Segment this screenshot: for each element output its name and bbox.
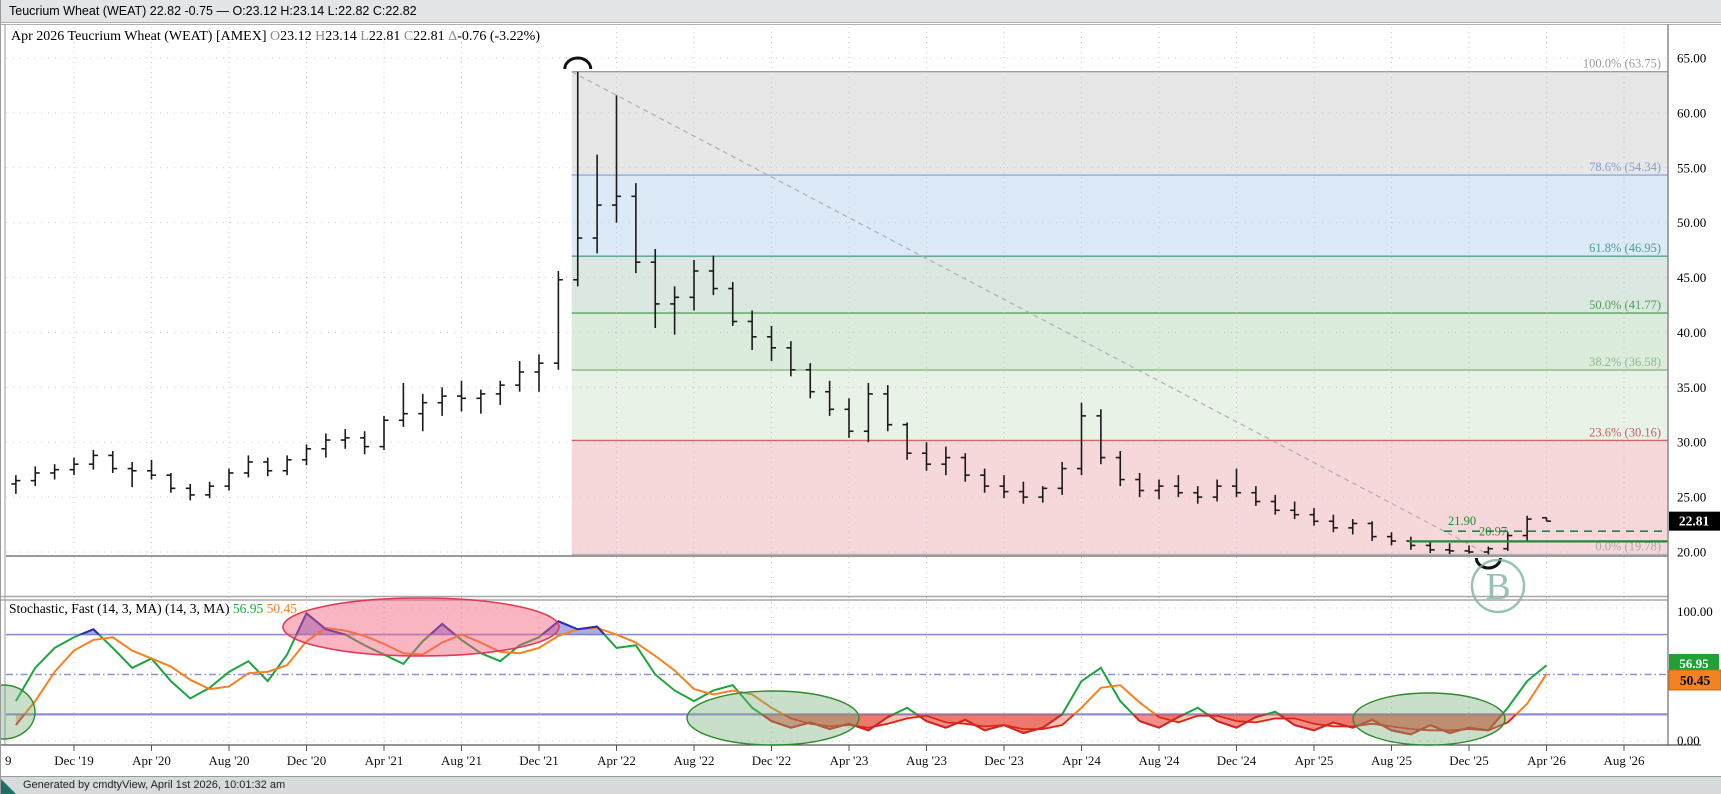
annotation-ellipse-green-left[interactable] <box>1 684 36 740</box>
main-chart-header: Apr 2026 Teucrium Wheat (WEAT) [AMEX] O2… <box>11 29 540 45</box>
date-label: Dec '23 <box>984 753 1024 768</box>
fib-band-78.6 <box>571 175 1668 257</box>
date-axis: 9 Dec '19 Apr '20 Aug '20 Dec '20 Apr '21 Aug … <box>5 745 1645 768</box>
price-axis-label: 35.00 <box>1677 380 1706 395</box>
header-text-part: L <box>360 29 369 44</box>
date-label: Apr '24 <box>1062 753 1101 768</box>
date-label: 9 <box>5 753 12 768</box>
date-label: Aug '26 <box>1604 753 1645 768</box>
price-bars <box>11 71 1551 555</box>
fib-band-61.8 <box>571 256 1668 314</box>
header-text-part: H <box>315 29 326 44</box>
date-label: Aug '22 <box>674 753 715 768</box>
fib-band-38.2 <box>571 369 1668 441</box>
annotation-ellipse-green-mid[interactable] <box>686 690 860 746</box>
fib-label-38.2: 38.2% (36.58) <box>1589 355 1661 369</box>
price-axis-label: 60.00 <box>1677 105 1706 120</box>
date-label: Aug '23 <box>906 753 947 768</box>
date-label: Dec '19 <box>54 753 94 768</box>
last-price-badge-text: 22.81 <box>1679 514 1710 529</box>
price-axis-label: 65.00 <box>1677 51 1706 66</box>
header-text-part: 22.81 <box>413 29 449 44</box>
fib-label-0: 0.0% (19.78) <box>1595 539 1661 553</box>
low-arc-annotation[interactable] <box>1474 557 1502 570</box>
price-axis-label: 55.00 <box>1677 160 1706 175</box>
stochastic-header: Stochastic, Fast (14, 3, MA) (14, 3, MA)… <box>9 601 297 617</box>
price-axis-label: 25.00 <box>1677 490 1706 505</box>
date-label: Apr '23 <box>830 753 869 768</box>
footer-status-bar: Generated by cmdtyView, April 1st 2026, … <box>1 776 1721 794</box>
header-text-part: Teucrium Wheat (WEAT) [AMEX] <box>67 29 270 44</box>
price-axis-label: 30.00 <box>1677 435 1706 450</box>
date-label: Apr '25 <box>1295 753 1334 768</box>
header-text-part: 50.45 <box>266 601 297 616</box>
date-label: Dec '21 <box>519 753 559 768</box>
date-label: Dec '20 <box>287 753 327 768</box>
watermark-circle <box>1470 558 1526 614</box>
price-axis: 65.00 60.00 55.00 50.00 45.00 40.00 35.00 30.00… <box>1669 51 1720 560</box>
header-text-part: 22.81 <box>368 29 404 44</box>
last-price-badge <box>1669 511 1720 531</box>
header-text-part: -0.76 (-3.22%) <box>457 29 540 44</box>
cmdtyview-logo-icon <box>1 779 16 794</box>
date-label: Apr '21 <box>365 753 404 768</box>
fib-band-100 <box>571 71 1668 176</box>
stoch-badge-d <box>1668 669 1721 691</box>
date-label: Aug '24 <box>1139 753 1180 768</box>
date-label: Apr '22 <box>597 753 636 768</box>
stoch-oversold-fill-d <box>15 714 1517 731</box>
date-label: Aug '20 <box>209 753 250 768</box>
chart-canvas[interactable]: 100.0% (63.75) 78.6% (54.34) 61.8% (46.95)… <box>1 24 1721 776</box>
annotation-ellipse-red[interactable] <box>282 597 560 657</box>
fib-band-50 <box>571 313 1668 370</box>
stoch-oversold-fill-k <box>761 714 1503 735</box>
date-label: Aug '25 <box>1371 753 1412 768</box>
header-text-part: 56.95 <box>232 601 267 616</box>
drawn-line-label-2190: 21.90 <box>1448 514 1476 528</box>
stoch-k-oversold <box>760 714 1504 736</box>
watermark-letter: B <box>1485 566 1510 608</box>
price-axis-label: 20.00 <box>1677 545 1706 560</box>
stoch-d-oversold <box>15 714 1518 732</box>
fib-label-23.6: 23.6% (30.16) <box>1589 425 1661 439</box>
fib-trend-line[interactable] <box>571 71 1489 555</box>
date-label: Dec '25 <box>1449 753 1489 768</box>
header-text-part: O <box>270 29 281 44</box>
fib-label-50: 50.0% (41.77) <box>1589 298 1661 312</box>
fib-label-61.8: 61.8% (46.95) <box>1589 241 1661 255</box>
date-label: Apr '20 <box>132 753 171 768</box>
annotation-ellipse-green-right[interactable] <box>1352 692 1506 746</box>
date-label: Dec '22 <box>752 753 792 768</box>
header-text-part: 23.14 <box>325 29 361 44</box>
date-label: Aug '21 <box>441 753 482 768</box>
stoch-badge-k-text: 56.95 <box>1679 656 1709 671</box>
stoch-badge-d-text: 50.45 <box>1680 673 1711 688</box>
stoch-axis-label-0: 0.00 <box>1677 733 1700 748</box>
stoch-axis-label-100: 100.00 <box>1677 604 1713 619</box>
date-label: Dec '24 <box>1217 753 1257 768</box>
header-text-part: Δ <box>448 29 458 44</box>
window-title: Teucrium Wheat (WEAT) 22.82 -0.75 — O:23… <box>1 0 1721 23</box>
header-text-part: 23.12 <box>280 29 316 44</box>
price-axis-label: 50.00 <box>1677 215 1706 230</box>
barchart-watermark-icon: B <box>1470 558 1526 614</box>
peak-arc-annotation[interactable] <box>563 56 593 70</box>
header-text-part: Apr 2026 <box>11 29 68 44</box>
stoch-badge-k <box>1669 654 1719 673</box>
drawn-line-label-2097: 20.97 <box>1479 524 1507 538</box>
price-axis-label: 40.00 <box>1677 325 1706 340</box>
header-text-part: C <box>403 29 414 44</box>
fib-label-100: 100.0% (63.75) <box>1583 57 1661 71</box>
date-label: Apr '26 <box>1527 753 1566 768</box>
fib-label-78.6: 78.6% (54.34) <box>1589 160 1661 174</box>
price-axis-label: 45.00 <box>1677 270 1706 285</box>
header-text-part: Stochastic, Fast (14, 3, MA) (14, 3, MA) <box>9 601 233 616</box>
